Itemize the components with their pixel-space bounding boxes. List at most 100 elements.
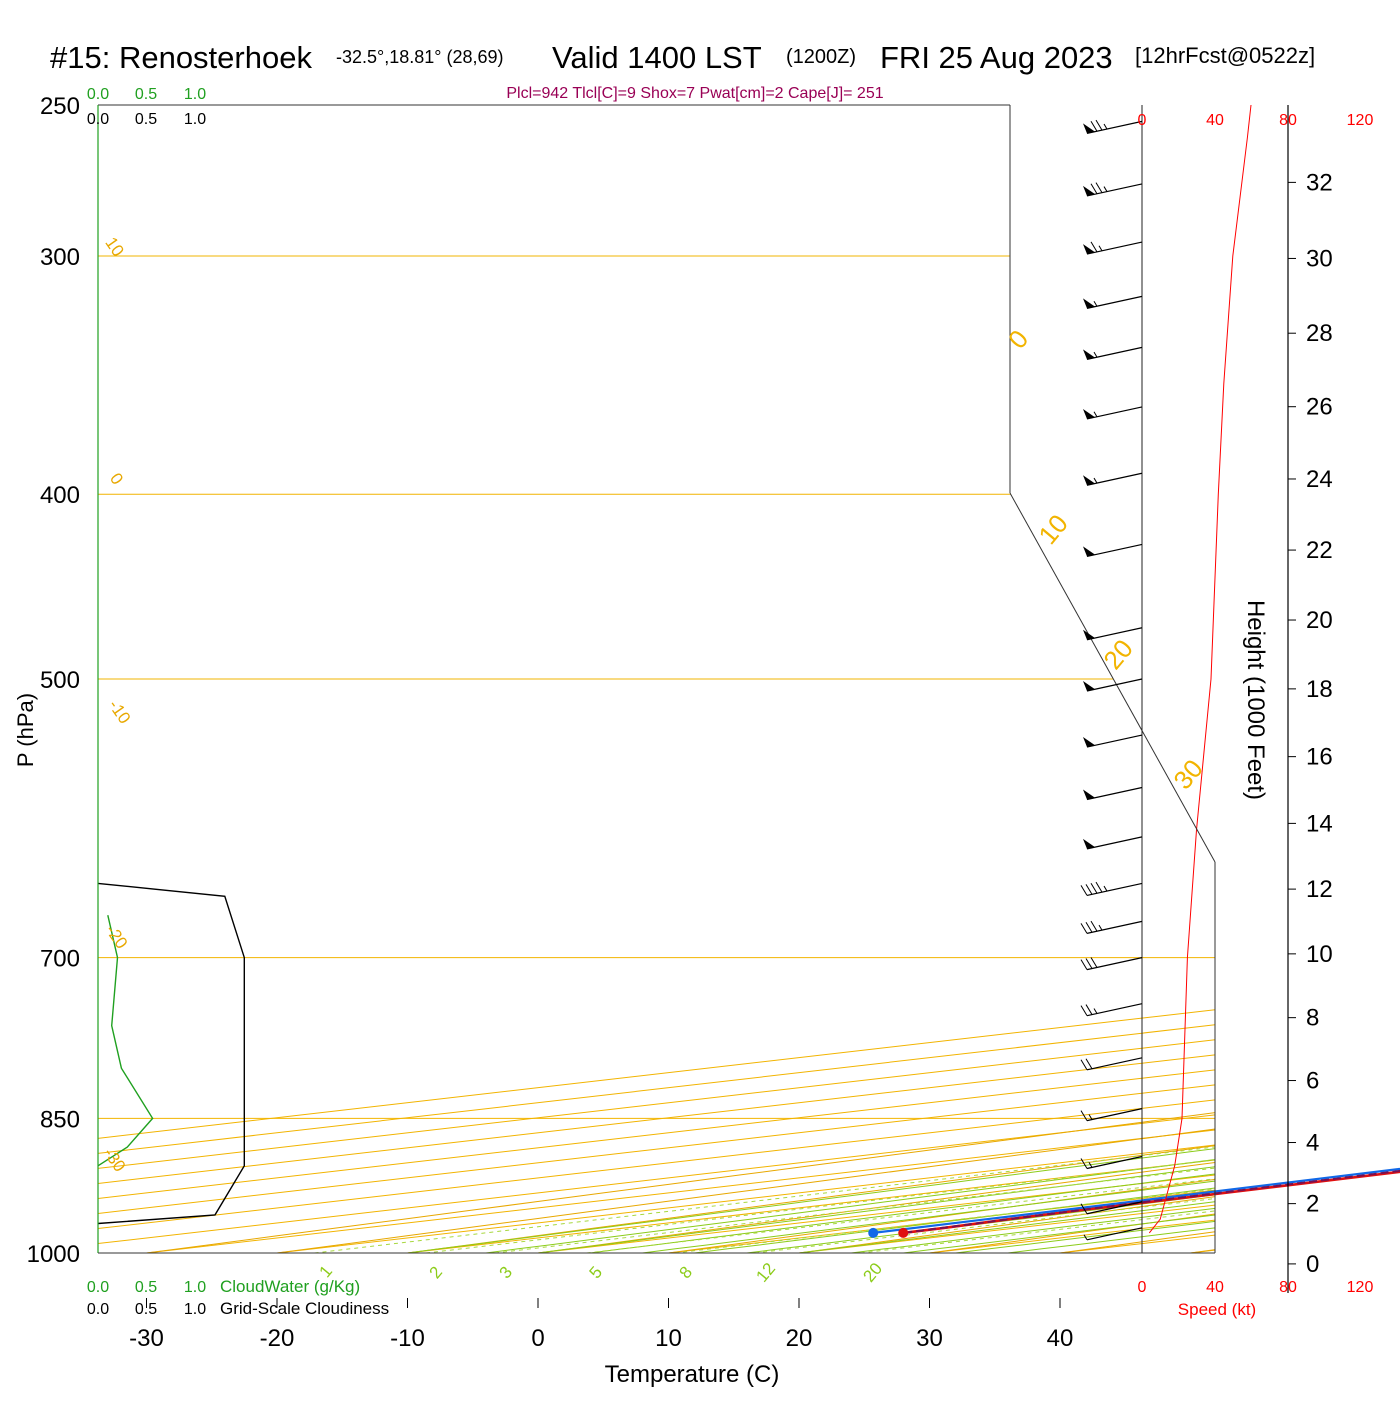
speed-axis-title: Speed (kt) <box>1178 1300 1256 1319</box>
temperature-tick-label: -20 <box>260 1325 295 1352</box>
wind-barb-half <box>1099 925 1102 930</box>
wind-barb-full <box>1081 923 1087 933</box>
mixing-ratio-label: 20 <box>859 1259 886 1286</box>
wind-barb <box>1087 788 1142 800</box>
wind-barb-full <box>1086 1059 1092 1069</box>
wind-barb-full <box>1081 1060 1087 1070</box>
y-axis-label: P (hPa) <box>13 693 38 767</box>
height-tick-label: 20 <box>1306 607 1333 634</box>
cloudwater-scale-bottom: 1.0 <box>184 1279 206 1296</box>
height-tick-label: 18 <box>1306 676 1333 703</box>
wind-barb-flag <box>1083 839 1095 849</box>
height-axis-label: Height (1000 Feet) <box>1242 600 1269 800</box>
dry-adiabat-line <box>1321 105 1400 1253</box>
cloudwater-scale-bottom: 0.5 <box>135 1279 157 1296</box>
speed-scale-top: 0 <box>1138 112 1147 129</box>
wind-barb-full <box>1086 922 1092 932</box>
temperature-tick-label: 40 <box>1047 1325 1074 1352</box>
wind-barb-full <box>1091 921 1097 931</box>
speed-scale-bottom: 40 <box>1206 1279 1224 1296</box>
wind-barb-full <box>1081 960 1087 970</box>
wind-barb-full <box>1086 959 1092 969</box>
stability-indices: Plcl=942 Tlcl[C]=9 Shox=7 Pwat[cm]=2 Cap… <box>506 85 883 102</box>
cloudwater-scale-top: 0.0 <box>87 86 109 103</box>
temperature-tick-label: 0 <box>531 1325 544 1352</box>
cloudiness-scale-top: 1.0 <box>184 111 206 128</box>
cloudwater-label: CloudWater (g/Kg) <box>220 1277 360 1296</box>
temperature-tick-label: 30 <box>916 1325 943 1352</box>
cloudiness-label: Grid-Scale Cloudiness <box>220 1299 389 1318</box>
cloudiness-scale-bottom: 1.0 <box>184 1301 206 1318</box>
cloudiness-scale-bottom: 0.0 <box>87 1301 109 1318</box>
speed-scale-bottom: 80 <box>1279 1279 1297 1296</box>
mixing-ratio-label: 5 <box>585 1263 606 1282</box>
wind-barb-full <box>1081 1006 1087 1016</box>
height-tick-label: 32 <box>1306 169 1333 196</box>
pressure-tick-label: 700 <box>40 946 80 973</box>
height-tick-label: 24 <box>1306 466 1333 493</box>
mixing-ratio-label: 2 <box>425 1263 446 1282</box>
wind-barb-full <box>1081 885 1087 895</box>
speed-scale-bottom: 120 <box>1347 1279 1374 1296</box>
height-tick-label: 12 <box>1306 876 1333 903</box>
speed-scale-top: 80 <box>1279 112 1297 129</box>
temperature-tick-label: -30 <box>129 1325 164 1352</box>
station-coords: -32.5°,18.81° (28,69) <box>336 47 504 67</box>
height-tick-label: 16 <box>1306 744 1333 771</box>
height-tick-label: 6 <box>1306 1068 1319 1095</box>
wind-barb-full <box>1086 884 1092 894</box>
wind-barb-full <box>1096 882 1102 892</box>
wind-barb-flag <box>1083 790 1095 800</box>
pressure-tick-label: 250 <box>40 93 80 120</box>
height-tick-label: 26 <box>1306 394 1333 421</box>
cloudiness-scale-top: 0.0 <box>87 111 109 128</box>
parcel-profile <box>903 883 1400 1233</box>
cloudiness-scale-top: 0.5 <box>135 111 157 128</box>
mixing-ratio-label: 8 <box>675 1263 696 1282</box>
speed-scale-bottom: 0 <box>1138 1279 1147 1296</box>
mixing-ratio-line <box>315 494 1400 1253</box>
zulu-time: (1200Z) <box>786 46 856 68</box>
pressure-tick-label: 1000 <box>27 1241 80 1268</box>
temperature-tick-label: 20 <box>786 1325 813 1352</box>
dry-adiabat-label: 0 <box>106 470 127 489</box>
temperature-tick-label: 10 <box>655 1325 682 1352</box>
height-tick-label: 14 <box>1306 810 1333 837</box>
surface-dewpoint-dot <box>868 1228 878 1238</box>
mixing-ratio-line <box>675 494 1400 1253</box>
wind-barb-full <box>1091 957 1097 967</box>
cloudwater-scale-top: 1.0 <box>184 86 206 103</box>
frame-cutout-mask <box>1010 105 1215 862</box>
pressure-tick-label: 850 <box>40 1106 80 1133</box>
forecast-date: FRI 25 Aug 2023 <box>880 40 1113 75</box>
wind-barb <box>1087 837 1142 849</box>
wind-barb-half <box>1104 886 1107 891</box>
height-tick-label: 30 <box>1306 245 1333 272</box>
pressure-tick-label: 300 <box>40 244 80 271</box>
height-tick-label: 28 <box>1306 320 1333 347</box>
dry-adiabat-label: -20 <box>102 921 132 952</box>
mixing-ratio-line <box>587 494 1400 1253</box>
wind-barb-flag <box>1083 737 1095 747</box>
wind-barb <box>1087 735 1142 747</box>
speed-scale-top: 120 <box>1347 112 1374 129</box>
wind-barb-full <box>1091 883 1097 893</box>
station-title: #15: Renosterhoek <box>50 40 312 75</box>
cloudwater-scale-bottom: 0.0 <box>87 1279 109 1296</box>
wind-barb-flag <box>1083 681 1095 691</box>
temperature-tick-label: -10 <box>390 1325 425 1352</box>
cloudwater-scale-top: 0.5 <box>135 86 157 103</box>
dry-adiabat-label: -10 <box>105 696 135 727</box>
height-tick-label: 8 <box>1306 1005 1319 1032</box>
mixing-ratio-label: 12 <box>752 1259 779 1286</box>
wind-barb-half <box>1094 1008 1097 1013</box>
surface-temperature-dot <box>898 1228 908 1238</box>
height-tick-label: 10 <box>1306 941 1333 968</box>
height-tick-label: 4 <box>1306 1130 1319 1157</box>
height-tick-label: 2 <box>1306 1191 1319 1218</box>
x-axis-label: Temperature (C) <box>605 1361 780 1388</box>
mixing-ratio-label: 3 <box>495 1263 516 1282</box>
valid-time: Valid 1400 LST <box>552 40 762 75</box>
height-tick-label: 0 <box>1306 1251 1319 1278</box>
